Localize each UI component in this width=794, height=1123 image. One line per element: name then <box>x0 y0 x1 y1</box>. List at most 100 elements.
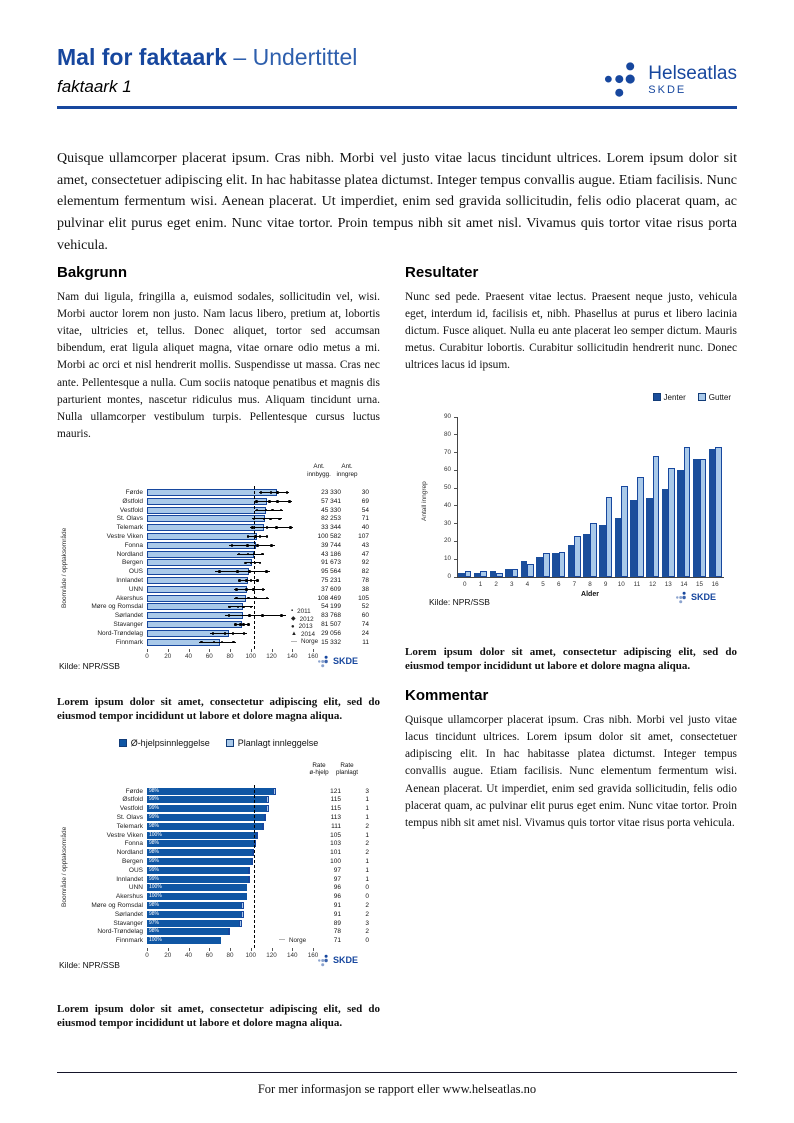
rate-planlagt-value: 1 <box>365 796 369 804</box>
kommentar-body: Quisque ullamcorper placerat ipsum. Cras… <box>405 714 737 829</box>
year-marker-dot <box>235 596 238 600</box>
norge-label: Norge <box>301 638 319 646</box>
region-label: Telemark <box>116 822 143 830</box>
inngrep-value: 54 <box>361 506 369 514</box>
region-label: Møre og Romsdal <box>91 901 143 909</box>
region-label: OUS <box>128 568 143 576</box>
legend-swatch <box>118 738 127 747</box>
bar-ohjelp: 98% <box>147 928 228 936</box>
rate-planlagt-value: 2 <box>365 822 369 830</box>
year-marker-dot <box>230 543 234 547</box>
bar-gutter <box>699 459 707 577</box>
rate-planlagt-value: 1 <box>365 813 369 821</box>
error-bar <box>228 544 275 546</box>
bar-jenter <box>473 572 481 577</box>
logo-text: Helseatlas SKDE <box>648 63 737 96</box>
section-title-bakgrunn: Bakgrunn <box>57 264 128 281</box>
bar-jenter <box>614 517 622 577</box>
bar-planlagt <box>266 805 269 813</box>
region-label: Fonna <box>124 840 143 848</box>
rate-bar <box>147 488 277 496</box>
x-tick-label: 60 <box>205 652 213 660</box>
region-label: Møre og Romsdal <box>91 603 143 611</box>
year-marker-dot <box>264 508 268 512</box>
source-label: Kilde: NPR/SSB <box>59 959 120 970</box>
bar-ohjelp: 98% <box>147 840 254 848</box>
doc-label: faktaark 1 <box>57 77 132 97</box>
year-marker-dot <box>236 605 240 609</box>
bar-percent-label: 98% <box>149 910 160 917</box>
x-tick-mark <box>271 648 273 652</box>
rate-bar <box>147 497 268 505</box>
chart-admission-rates: Ø-hjelpsinnleggelse Planlagt innleggelse R… <box>57 738 380 978</box>
inngrep-value: 69 <box>361 497 369 505</box>
legend-item: Jenter <box>652 393 686 402</box>
y-tick-label: 80 <box>443 430 451 438</box>
year-marker-dot <box>259 491 263 494</box>
year-legend-item: ▪ 2011 <box>291 608 311 615</box>
bar-percent-label: 98% <box>149 928 160 935</box>
y-tick-mark <box>454 505 457 507</box>
bar-gutter <box>621 485 628 577</box>
x-tick-label: 14 <box>680 580 688 588</box>
year-marker-dot <box>258 535 262 538</box>
inngrep-value: 105 <box>358 594 369 602</box>
y-axis-label: Antall inngrep <box>421 480 428 521</box>
bar-gutter <box>511 569 519 577</box>
source-label: Kilde: NPR/SSB <box>429 596 490 607</box>
year-marker-dot <box>276 499 279 503</box>
error-bar <box>234 588 266 590</box>
bar-gutter <box>480 571 488 577</box>
year-marker-dot <box>265 535 269 538</box>
region-label: Nord-Trøndelag <box>97 629 143 637</box>
x-tick-mark <box>313 648 314 652</box>
bar-gutter <box>668 468 675 577</box>
rate-ohjelp-value: 97 <box>333 875 341 883</box>
rate-planlagt-value: 1 <box>365 831 369 839</box>
rate-bar <box>147 524 265 532</box>
helseatlas-logo: Helseatlas SKDE <box>602 59 737 101</box>
error-bar <box>253 500 293 502</box>
rate-ohjelp-value: 89 <box>333 919 341 927</box>
inngrep-value: 82 <box>361 568 369 576</box>
innbygg-value: 39 744 <box>321 541 341 549</box>
rate-ohjelp-value: 97 <box>333 866 341 874</box>
bar-jenter <box>677 469 684 577</box>
bar-jenter <box>583 533 590 577</box>
bar-ohjelp: 99% <box>147 813 265 821</box>
x-tick-label: 140 <box>286 951 298 959</box>
innbygg-value: 23 330 <box>321 488 341 496</box>
x-tick-label: 9 <box>603 580 608 588</box>
rate-ohjelp-value: 103 <box>330 840 341 848</box>
intro-paragraph: Quisque ullamcorper placerat ipsum. Cras… <box>57 151 737 253</box>
inngrep-value: 60 <box>361 612 369 620</box>
x-tick-mark <box>147 648 148 652</box>
y-tick-mark <box>454 487 457 489</box>
bar-jenter <box>520 560 528 577</box>
year-marker-dot <box>237 552 241 556</box>
rate-bar <box>147 532 257 540</box>
innbygg-value: 57 341 <box>321 497 341 505</box>
rate-ohjelp-value: 121 <box>330 787 341 795</box>
y-tick-label: 10 <box>443 555 451 563</box>
bar-ohjelp: 98% <box>147 787 273 795</box>
bar-jenter <box>692 459 700 577</box>
year-marker-icon: ▪ <box>291 608 294 615</box>
y-tick-label: 50 <box>443 484 451 492</box>
section-title-kommentar: Kommentar <box>405 687 489 705</box>
x-tick-label: 40 <box>184 951 193 959</box>
innbygg-value: 81 507 <box>321 620 341 628</box>
year-marker-dot <box>258 561 262 565</box>
region-label: UNN <box>128 585 143 593</box>
error-bar <box>237 553 265 555</box>
bar-planlagt <box>241 901 244 909</box>
inngrep-value: 47 <box>361 550 369 558</box>
inngrep-value: 92 <box>361 559 369 567</box>
region-label: St. Olavs <box>116 515 143 523</box>
bar-percent-label: 97% <box>149 919 160 926</box>
region-label: Akershus <box>115 893 143 901</box>
rate-ohjelp-value: 71 <box>333 937 341 945</box>
year-marker-dot <box>239 623 242 626</box>
region-label: Nord-Trøndelag <box>97 928 143 936</box>
error-bar <box>227 606 253 608</box>
